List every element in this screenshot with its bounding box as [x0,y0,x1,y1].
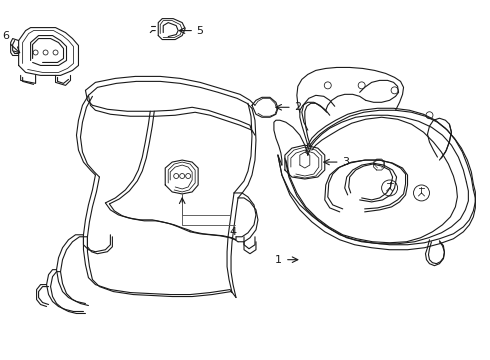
Text: 3: 3 [342,157,349,167]
Text: 2: 2 [294,102,301,112]
Text: 1: 1 [274,255,281,265]
Text: 5: 5 [196,26,204,36]
Text: 4: 4 [229,227,237,237]
Text: 6: 6 [2,31,9,41]
